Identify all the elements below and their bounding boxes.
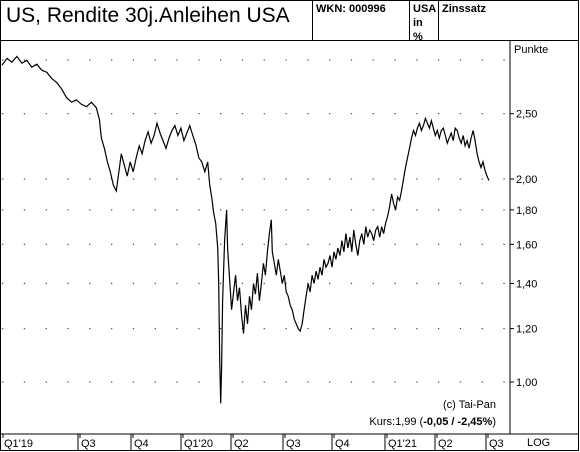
x-tick-label: Q3 xyxy=(81,438,96,450)
wkn-cell: WKN: 000996 xyxy=(312,0,409,40)
header-divider xyxy=(0,40,579,41)
y-tick-label: 1,20 xyxy=(516,324,537,336)
y-tick-label: 1,80 xyxy=(516,205,537,217)
country-cell: USA in % xyxy=(409,0,438,43)
x-tick-label: Q3 xyxy=(489,438,504,450)
x-tick-label: Q1'19 xyxy=(4,438,33,450)
x-tick-label: Q4 xyxy=(335,438,350,450)
kurs-suffix: ) xyxy=(492,416,496,428)
wkn-label: WKN: 000996 xyxy=(316,3,386,15)
x-tick-label: Q4 xyxy=(134,438,149,450)
kurs-readout: Kurs:1,99 (-0,05 / -2,45%) xyxy=(369,416,496,428)
chart-title: US, Rendite 30j.Anleihen USA xyxy=(6,4,290,27)
kurs-label: Kurs:1,99 ( xyxy=(369,416,423,428)
y-tick-label: 1,00 xyxy=(516,377,537,389)
x-tick-label: Q1'21 xyxy=(388,438,417,450)
category-cell: Zinssatz xyxy=(438,0,579,40)
x-ticks: Q1'19 Q3 Q4 Q1'20 Q2 Q3 Q4 Q1'21 Q2 Q3 xyxy=(2,434,504,451)
unit-label: in % xyxy=(413,17,423,43)
x-axis-mode-label: LOG xyxy=(527,437,550,449)
y-tick-label: 2,50 xyxy=(516,109,537,121)
x-tick-label: Q1'20 xyxy=(184,438,213,450)
category-label: Zinssatz xyxy=(442,3,487,15)
y-tick-label: 2,00 xyxy=(516,174,537,186)
kurs-change: -0,05 / -2,45% xyxy=(423,416,492,428)
x-tick-label: Q2 xyxy=(438,438,453,450)
y-ticks: 1,00 1,20 1,40 1,60 1,80 2,00 2,50 xyxy=(510,109,537,389)
y-tick-label: 1,60 xyxy=(516,239,537,251)
copyright-label: (c) Tai-Pan xyxy=(443,399,496,411)
y-tick-label: 1,40 xyxy=(516,278,537,290)
x-tick-label: Q3 xyxy=(286,438,301,450)
x-tick-label: Q2 xyxy=(234,438,249,450)
country-label: USA xyxy=(413,3,437,15)
grid xyxy=(2,59,510,383)
series-line xyxy=(1,55,490,404)
y-unit-label: Punkte xyxy=(514,44,548,56)
